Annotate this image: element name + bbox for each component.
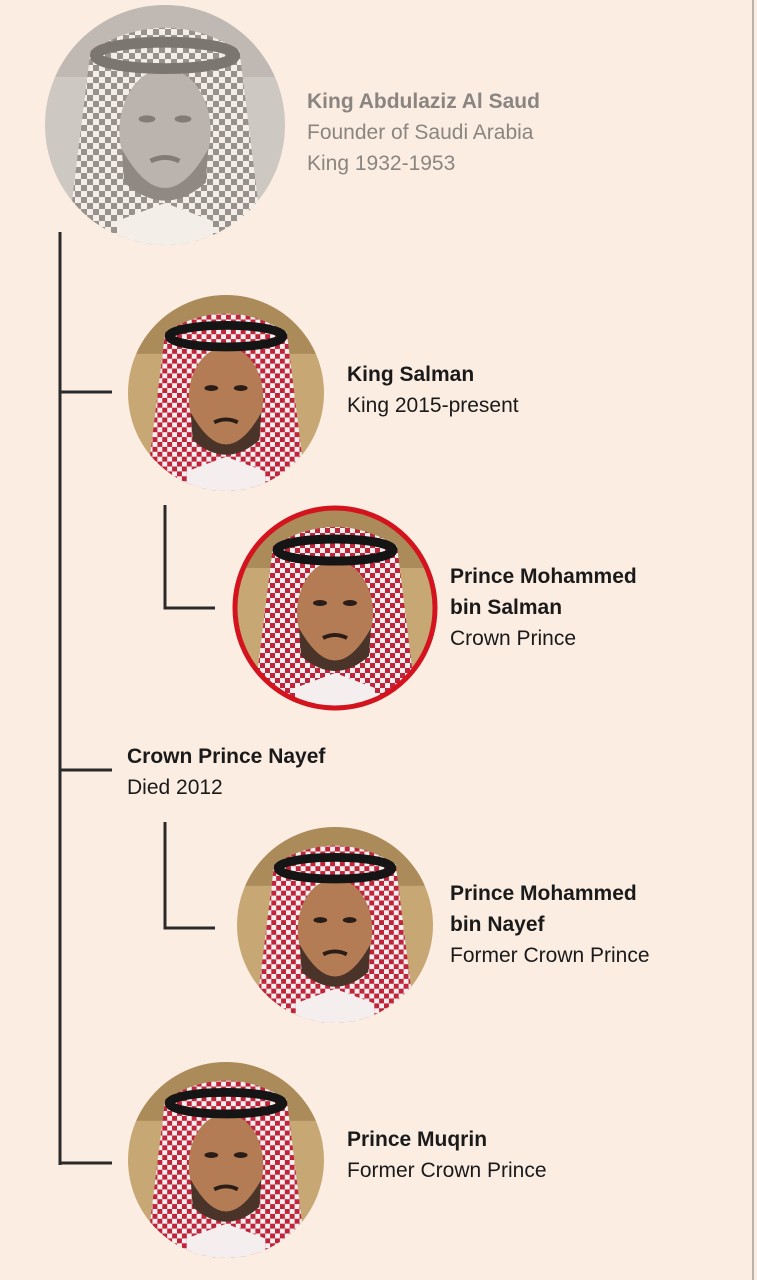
portrait: [128, 1062, 324, 1258]
portrait: [45, 5, 285, 245]
sub-branch-line: [163, 505, 215, 610]
person-detail: Former Crown Prince: [347, 1159, 547, 1182]
portrait: [128, 295, 324, 491]
person-detail: King 1932-1953: [307, 152, 455, 175]
person-name: King Salman: [347, 363, 474, 386]
person-detail: Former Crown Prince: [450, 944, 650, 967]
person-detail: King 2015-present: [347, 394, 519, 417]
person-name: Prince Muqrin: [347, 1128, 487, 1151]
portrait: [237, 827, 433, 1023]
person-detail: Founder of Saudi Arabia: [307, 121, 534, 144]
sub-branch-line: [163, 822, 215, 930]
person-name: bin Nayef: [450, 913, 546, 936]
highlight-ring: [232, 505, 438, 711]
person-detail: Crown Prince: [450, 627, 576, 650]
person-name: King Abdulaziz Al Saud: [307, 90, 540, 113]
person-detail: Died 2012: [127, 776, 223, 799]
person-name: Prince Mohammed: [450, 565, 637, 588]
person-name: Prince Mohammed: [450, 882, 637, 905]
person-name: Crown Prince Nayef: [127, 745, 326, 768]
person-name: bin Salman: [450, 596, 562, 619]
